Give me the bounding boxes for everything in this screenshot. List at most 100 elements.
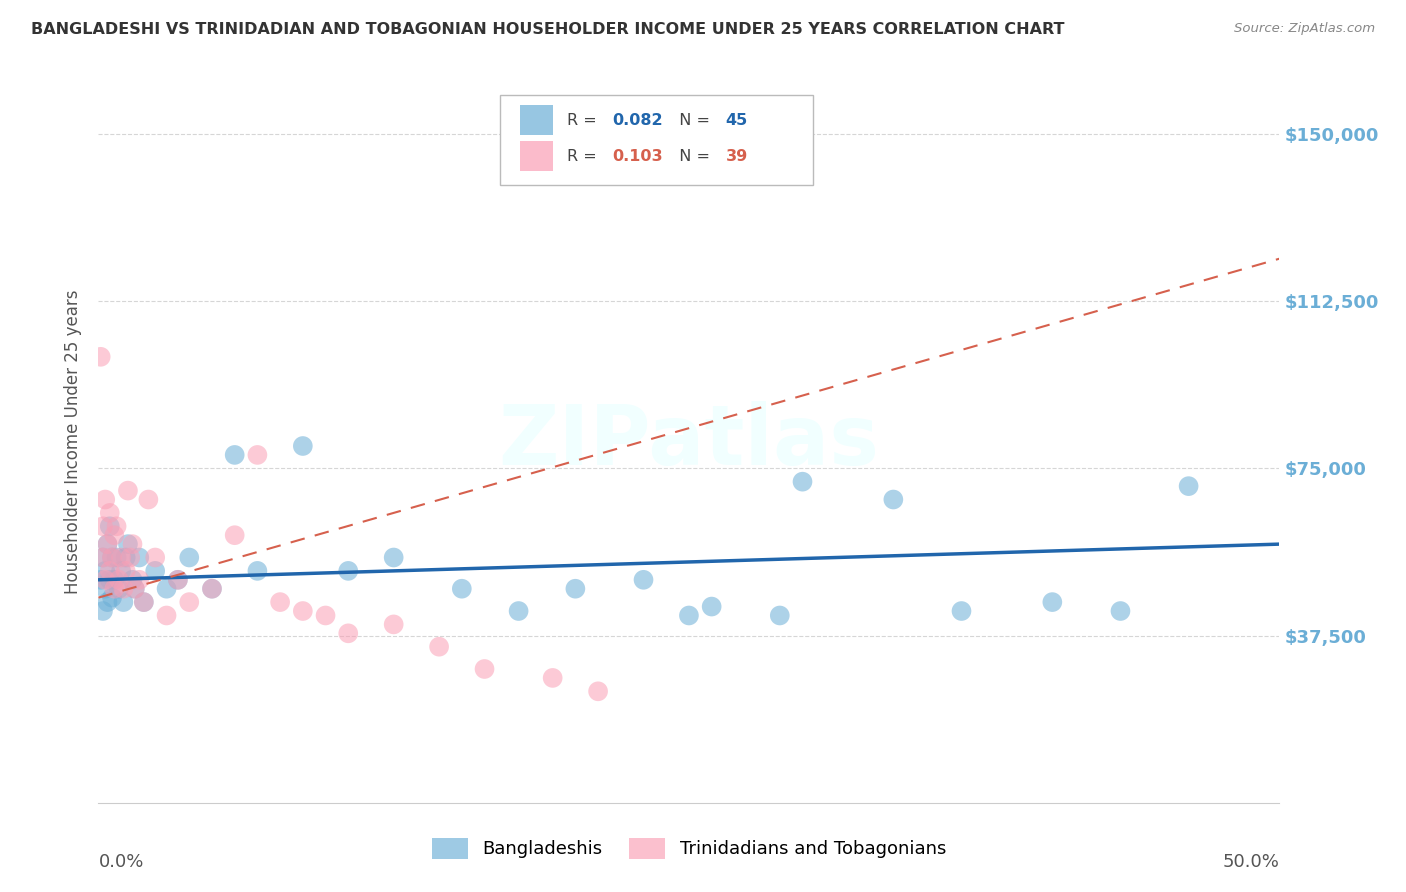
Point [103,528,125,542]
Text: R =: R = [567,149,602,163]
Point [246,448,269,462]
Point [101,550,124,565]
Point [94,564,117,578]
Point [246,564,269,578]
Text: N =: N = [669,112,716,128]
Point [117,537,139,551]
Point [143,550,166,565]
Point [564,582,586,596]
Point [96,537,118,551]
Point [201,582,224,596]
Point [124,582,146,596]
Point [508,604,530,618]
Text: 0.082: 0.082 [612,112,662,128]
Text: 45: 45 [725,112,748,128]
Point [155,608,177,623]
Text: ZIPatlas: ZIPatlas [499,401,879,482]
Point [94,582,117,596]
Text: BANGLADESHI VS TRINIDADIAN AND TOBAGONIAN HOUSEHOLDER INCOME UNDER 25 YEARS CORR: BANGLADESHI VS TRINIDADIAN AND TOBAGONIA… [31,22,1064,37]
Point [108,573,131,587]
Point [124,582,146,596]
Point [132,595,155,609]
Point [101,591,124,605]
Point [427,640,450,654]
Point [110,550,132,565]
FancyBboxPatch shape [501,95,813,185]
Point [474,662,496,676]
Point [96,537,118,551]
Point [101,550,124,565]
Point [138,492,160,507]
Point [128,573,150,587]
Point [155,582,177,596]
Point [91,604,114,618]
Point [337,626,360,640]
Point [792,475,814,489]
Point [117,483,139,498]
Point [167,573,190,587]
Text: Source: ZipAtlas.com: Source: ZipAtlas.com [1234,22,1375,36]
Point [167,573,190,587]
Point [882,492,904,507]
Point [1177,479,1199,493]
Point [114,564,136,578]
Text: 0.0%: 0.0% [98,854,143,871]
Point [541,671,564,685]
Bar [520,105,553,136]
Point [91,550,114,565]
Point [98,506,121,520]
Text: 39: 39 [725,149,748,163]
Point [110,564,132,578]
Point [91,550,114,565]
Point [90,573,112,587]
Point [96,595,118,609]
Point [105,519,128,533]
Point [179,550,201,565]
Point [769,608,792,623]
Point [90,350,112,364]
Point [291,439,314,453]
Point [179,595,201,609]
Point [120,550,142,565]
Text: 50.0%: 50.0% [1223,854,1279,871]
Point [315,608,337,623]
Point [108,582,131,596]
Point [950,604,973,618]
Legend: Bangladeshis, Trinidadians and Tobagonians: Bangladeshis, Trinidadians and Tobagonia… [425,830,953,866]
Point [94,492,117,507]
Point [224,528,246,542]
Point [1109,604,1132,618]
Point [94,573,117,587]
Point [91,519,114,533]
Point [269,595,291,609]
Point [450,582,472,596]
Text: 0.103: 0.103 [612,149,662,163]
Point [678,608,700,623]
Point [291,604,314,618]
Point [114,550,136,565]
Point [382,550,405,565]
Point [121,573,143,587]
Point [132,595,155,609]
Point [112,595,135,609]
Point [143,564,166,578]
Point [586,684,609,698]
Point [103,582,125,596]
Point [121,537,143,551]
Bar [520,141,553,171]
Point [700,599,723,614]
Point [633,573,655,587]
Point [201,582,224,596]
Point [98,519,121,533]
Point [224,448,246,462]
Point [98,573,121,587]
Text: R =: R = [567,112,602,128]
Point [112,582,135,596]
Point [382,617,405,632]
Point [128,550,150,565]
Y-axis label: Householder Income Under 25 years: Householder Income Under 25 years [65,289,83,594]
Text: N =: N = [669,149,716,163]
Point [103,573,125,587]
Point [337,564,360,578]
Point [1040,595,1063,609]
